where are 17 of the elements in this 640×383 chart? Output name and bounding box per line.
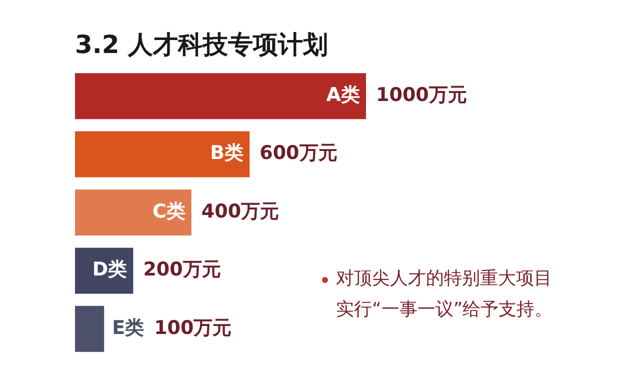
y-tick-label: A类 <box>326 84 360 106</box>
bar <box>75 73 366 120</box>
chart-title: 3.2 人才科技专项计划 <box>75 29 328 61</box>
data-label: 200万元 <box>143 258 221 281</box>
bar <box>75 190 192 236</box>
y-tick-label: D类 <box>92 258 128 281</box>
y-tick-label: B类 <box>210 142 244 164</box>
y-tick-label: C类 <box>152 200 186 222</box>
data-label: 600万元 <box>260 142 338 164</box>
y-tick-label: E类 <box>112 316 144 339</box>
bar <box>75 131 250 178</box>
data-label: 100万元 <box>154 316 232 339</box>
annotation: 对顶尖人才的特别重大项目 <box>335 267 553 291</box>
bar <box>75 306 104 352</box>
annotation: 实行“一事一议”给予支持。 <box>335 298 553 322</box>
data-label: 1000万元 <box>376 84 467 106</box>
data-label: 400万元 <box>201 200 280 222</box>
